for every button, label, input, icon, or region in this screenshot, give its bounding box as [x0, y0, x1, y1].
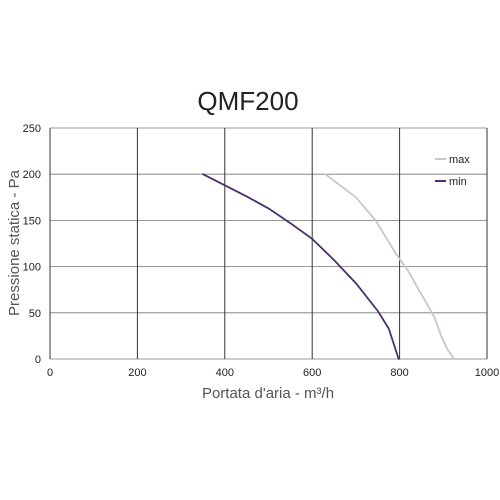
- series-line-min: [202, 173, 400, 360]
- x-tick-label-1: 200: [128, 367, 146, 379]
- y-axis-label: Pressione statica - Pa: [6, 169, 23, 316]
- tick-labels: 0 200 400 600 800 1000 0 50 100 150 200 250: [23, 123, 500, 379]
- x-axis-label: Portata d'aria - m³/h: [202, 385, 334, 402]
- x-tick-label-2: 400: [216, 367, 234, 379]
- legend-label-max: max: [449, 154, 470, 166]
- x-tick-label-0: 0: [47, 367, 53, 379]
- y-tick-label-1: 50: [29, 308, 41, 320]
- y-tick-label-3: 150: [23, 215, 41, 227]
- y-tick-label-2: 100: [23, 262, 41, 274]
- chart-title: QMF200: [197, 86, 298, 116]
- y-tick-label-5: 250: [23, 123, 41, 135]
- series-lines: [202, 173, 456, 360]
- x-tick-label-5: 1000: [475, 367, 499, 379]
- series-line-max: [324, 173, 456, 360]
- x-tick-label-4: 800: [390, 367, 408, 379]
- y-tick-label-0: 0: [35, 354, 41, 366]
- legend-label-min: min: [449, 176, 467, 188]
- y-tick-label-4: 200: [23, 169, 41, 181]
- grid: [49, 127, 488, 360]
- legend: max min: [435, 154, 470, 188]
- x-tick-label-3: 600: [303, 367, 321, 379]
